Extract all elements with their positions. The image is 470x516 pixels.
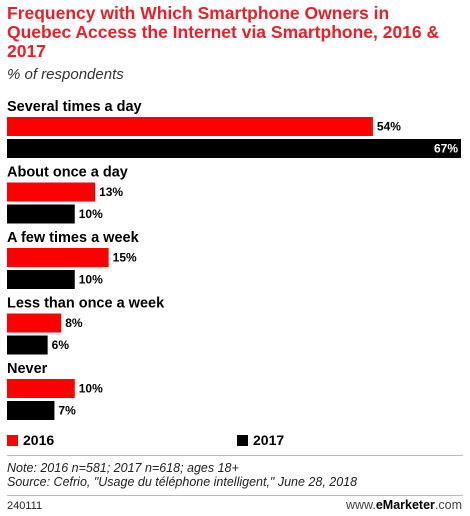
category-label-less-than-once-a-week: Less than once a week bbox=[7, 296, 165, 312]
bar-2017-several-times-a-day bbox=[7, 139, 461, 158]
footer-divider bbox=[7, 455, 463, 456]
source-text: Source: Cefrio, "Usage du téléphone inte… bbox=[7, 475, 358, 489]
legend-swatch-2017 bbox=[237, 435, 248, 446]
value-label-2017-several-times-a-day: 67% bbox=[434, 142, 458, 156]
value-label-2016-about-once-a-day: 13% bbox=[99, 185, 123, 199]
note-text: Note: 2016 n=581; 2017 n=618; ages 18+ bbox=[7, 461, 239, 475]
value-label-2017-a-few-times-a-week: 10% bbox=[79, 273, 103, 287]
bar-2017-about-once-a-day bbox=[7, 204, 75, 224]
brand-name: eMarketer bbox=[375, 498, 435, 512]
category-label-several-times-a-day: Several times a day bbox=[7, 99, 142, 115]
chart-id: 240111 bbox=[7, 500, 43, 512]
chart-subtitle: % of respondents bbox=[7, 66, 124, 83]
category-label-a-few-times-a-week: A few times a week bbox=[7, 230, 140, 246]
bar-2016-about-once-a-day bbox=[7, 182, 96, 202]
bar-2017-never bbox=[7, 401, 55, 420]
brand-link[interactable]: www.eMarketer.com bbox=[346, 498, 462, 512]
bar-chart: Several times a day 54% 67% About once a da… bbox=[7, 99, 461, 420]
brand-prefix: www. bbox=[345, 498, 376, 512]
value-label-2016-several-times-a-day: 54% bbox=[377, 120, 401, 134]
legend-label-2016: 2016 bbox=[23, 432, 55, 448]
legend-item-2016: 2016 bbox=[7, 432, 54, 448]
value-label-2016-a-few-times-a-week: 15% bbox=[113, 251, 137, 265]
value-label-2016-never: 10% bbox=[79, 382, 103, 396]
footer-divider-bottom bbox=[7, 495, 463, 496]
bar-2017-less-than-once-a-week bbox=[7, 335, 48, 355]
value-label-2017-about-once-a-day: 10% bbox=[79, 207, 103, 221]
category-label-about-once-a-day: About once a day bbox=[7, 165, 128, 181]
value-label-2017-never: 7% bbox=[58, 404, 76, 418]
legend-label-2017: 2017 bbox=[253, 432, 285, 448]
bar-2016-a-few-times-a-week bbox=[7, 248, 109, 267]
bar-2016-never bbox=[7, 379, 75, 398]
legend-swatch-2016 bbox=[7, 435, 18, 446]
chart-title: Frequency with Which Smartphone Owners i… bbox=[7, 3, 440, 61]
legend-item-2017: 2017 bbox=[237, 432, 284, 448]
category-label-never: Never bbox=[7, 361, 48, 377]
bar-2016-less-than-once-a-week bbox=[7, 313, 62, 333]
footer-notes: Note: 2016 n=581; 2017 n=618; ages 18+ S… bbox=[7, 461, 357, 489]
brand-suffix: .com bbox=[434, 498, 462, 512]
bar-2016-several-times-a-day bbox=[7, 117, 373, 136]
value-label-2016-less-than-once-a-week: 8% bbox=[65, 316, 83, 330]
value-label-2017-less-than-once-a-week: 6% bbox=[52, 338, 70, 352]
bar-2017-a-few-times-a-week bbox=[7, 270, 75, 289]
